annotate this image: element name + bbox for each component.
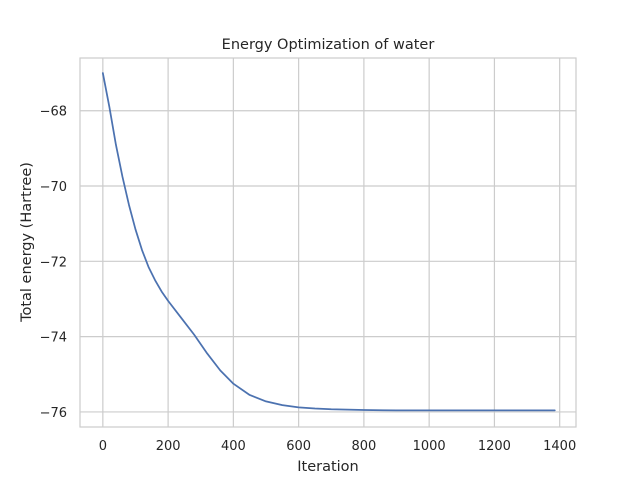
x-tick-label-1: 200 [156,439,181,454]
y-tick-label-2: −72 [40,255,67,270]
x-axis-ticks: 0 200 400 600 800 1000 1200 1400 [99,439,577,454]
y-tick-label-4: −76 [40,406,67,421]
series-line-0 [101,72,556,412]
y-tick-label-3: −74 [40,331,67,346]
grid-lines [80,58,576,427]
x-tick-label-6: 1200 [478,439,511,454]
series-layer [101,72,556,412]
plot-border [79,57,577,428]
x-tick-label-3: 600 [286,439,311,454]
x-tick-label-0: 0 [99,439,107,454]
chart-title: Energy Optimization of water [222,37,435,53]
x-tick-label-2: 400 [221,439,246,454]
y-axis-label: Total energy (Hartree) [19,162,35,323]
y-tick-label-0: −68 [40,105,67,120]
y-tick-label-1: −70 [40,180,67,195]
x-tick-label-5: 1000 [413,439,446,454]
x-tick-label-7: 1400 [543,439,576,454]
y-axis-ticks: −68 −70 −72 −74 −76 [40,105,67,421]
x-tick-label-4: 800 [351,439,376,454]
x-axis-label: Iteration [297,459,359,475]
axes-frame [79,57,577,428]
